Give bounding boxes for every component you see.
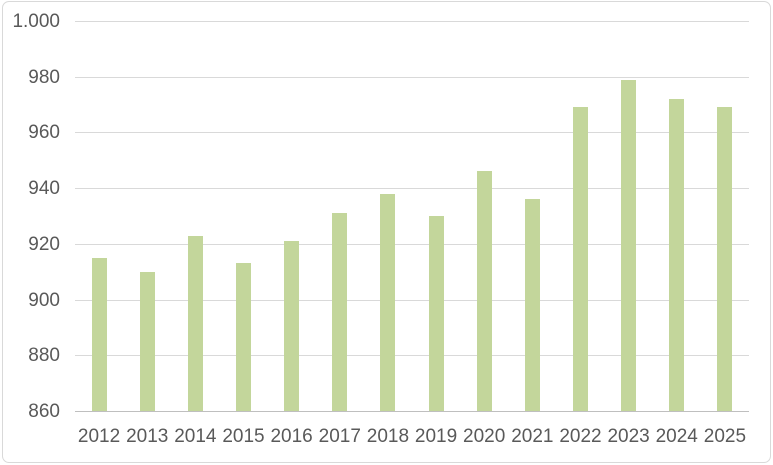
x-tick-label-2018: 2018 [366,426,410,447]
bar-2020 [476,171,492,411]
x-tick-label-2014: 2014 [174,426,217,447]
gridline-900 [75,299,749,301]
y-tick-label-880: 880 [28,345,60,367]
gridline-1.000 [75,21,749,22]
bar-2021 [524,199,540,411]
gridline-860 [75,411,749,412]
bar-2012 [91,257,107,411]
x-tick-label-2015: 2015 [222,426,265,447]
bar-2014 [187,235,203,411]
bar-2013 [139,271,155,411]
y-tick-label-980: 980 [28,66,60,88]
bar-2019 [428,216,444,411]
y-tick-label-940: 940 [28,178,60,200]
bar-2025 [717,107,733,411]
x-tick-label-2013: 2013 [126,426,169,447]
x-tick-label-2019: 2019 [414,426,458,447]
bar-2016 [284,241,300,411]
x-tick-label-2021: 2021 [511,426,554,447]
x-axis: 2012 2013 2014 2015 2016 2017 2018 2019 2020 2021… [75,425,749,449]
y-tick-label-920: 920 [28,233,60,255]
y-tick-label-1.000: 1.000 [12,11,60,32]
gridline-940 [75,188,749,190]
y-tick-label-900: 900 [28,289,60,311]
x-tick-label-2024: 2024 [655,426,698,447]
bar-2022 [573,107,588,411]
bar-2018 [380,193,396,411]
y-tick-label-860: 860 [28,401,60,422]
x-tick-label-2017: 2017 [318,426,361,447]
bar-2015 [236,263,251,411]
gridline-980 [75,76,749,78]
bar-2024 [669,99,685,411]
x-tick-label-2023: 2023 [607,426,650,447]
x-tick-label-2025: 2025 [703,426,747,447]
gridline-960 [75,132,749,134]
bar-2017 [332,213,348,411]
x-tick-label-2020: 2020 [463,426,506,447]
plot-area [75,21,749,412]
y-tick-label-960: 960 [28,122,60,144]
gridline-880 [75,355,749,357]
x-tick-label-2016: 2016 [270,426,313,447]
gridline-920 [75,243,749,245]
x-tick-label-2012: 2012 [77,426,121,447]
x-tick-label-2022: 2022 [559,426,602,447]
bar-2023 [621,79,637,411]
